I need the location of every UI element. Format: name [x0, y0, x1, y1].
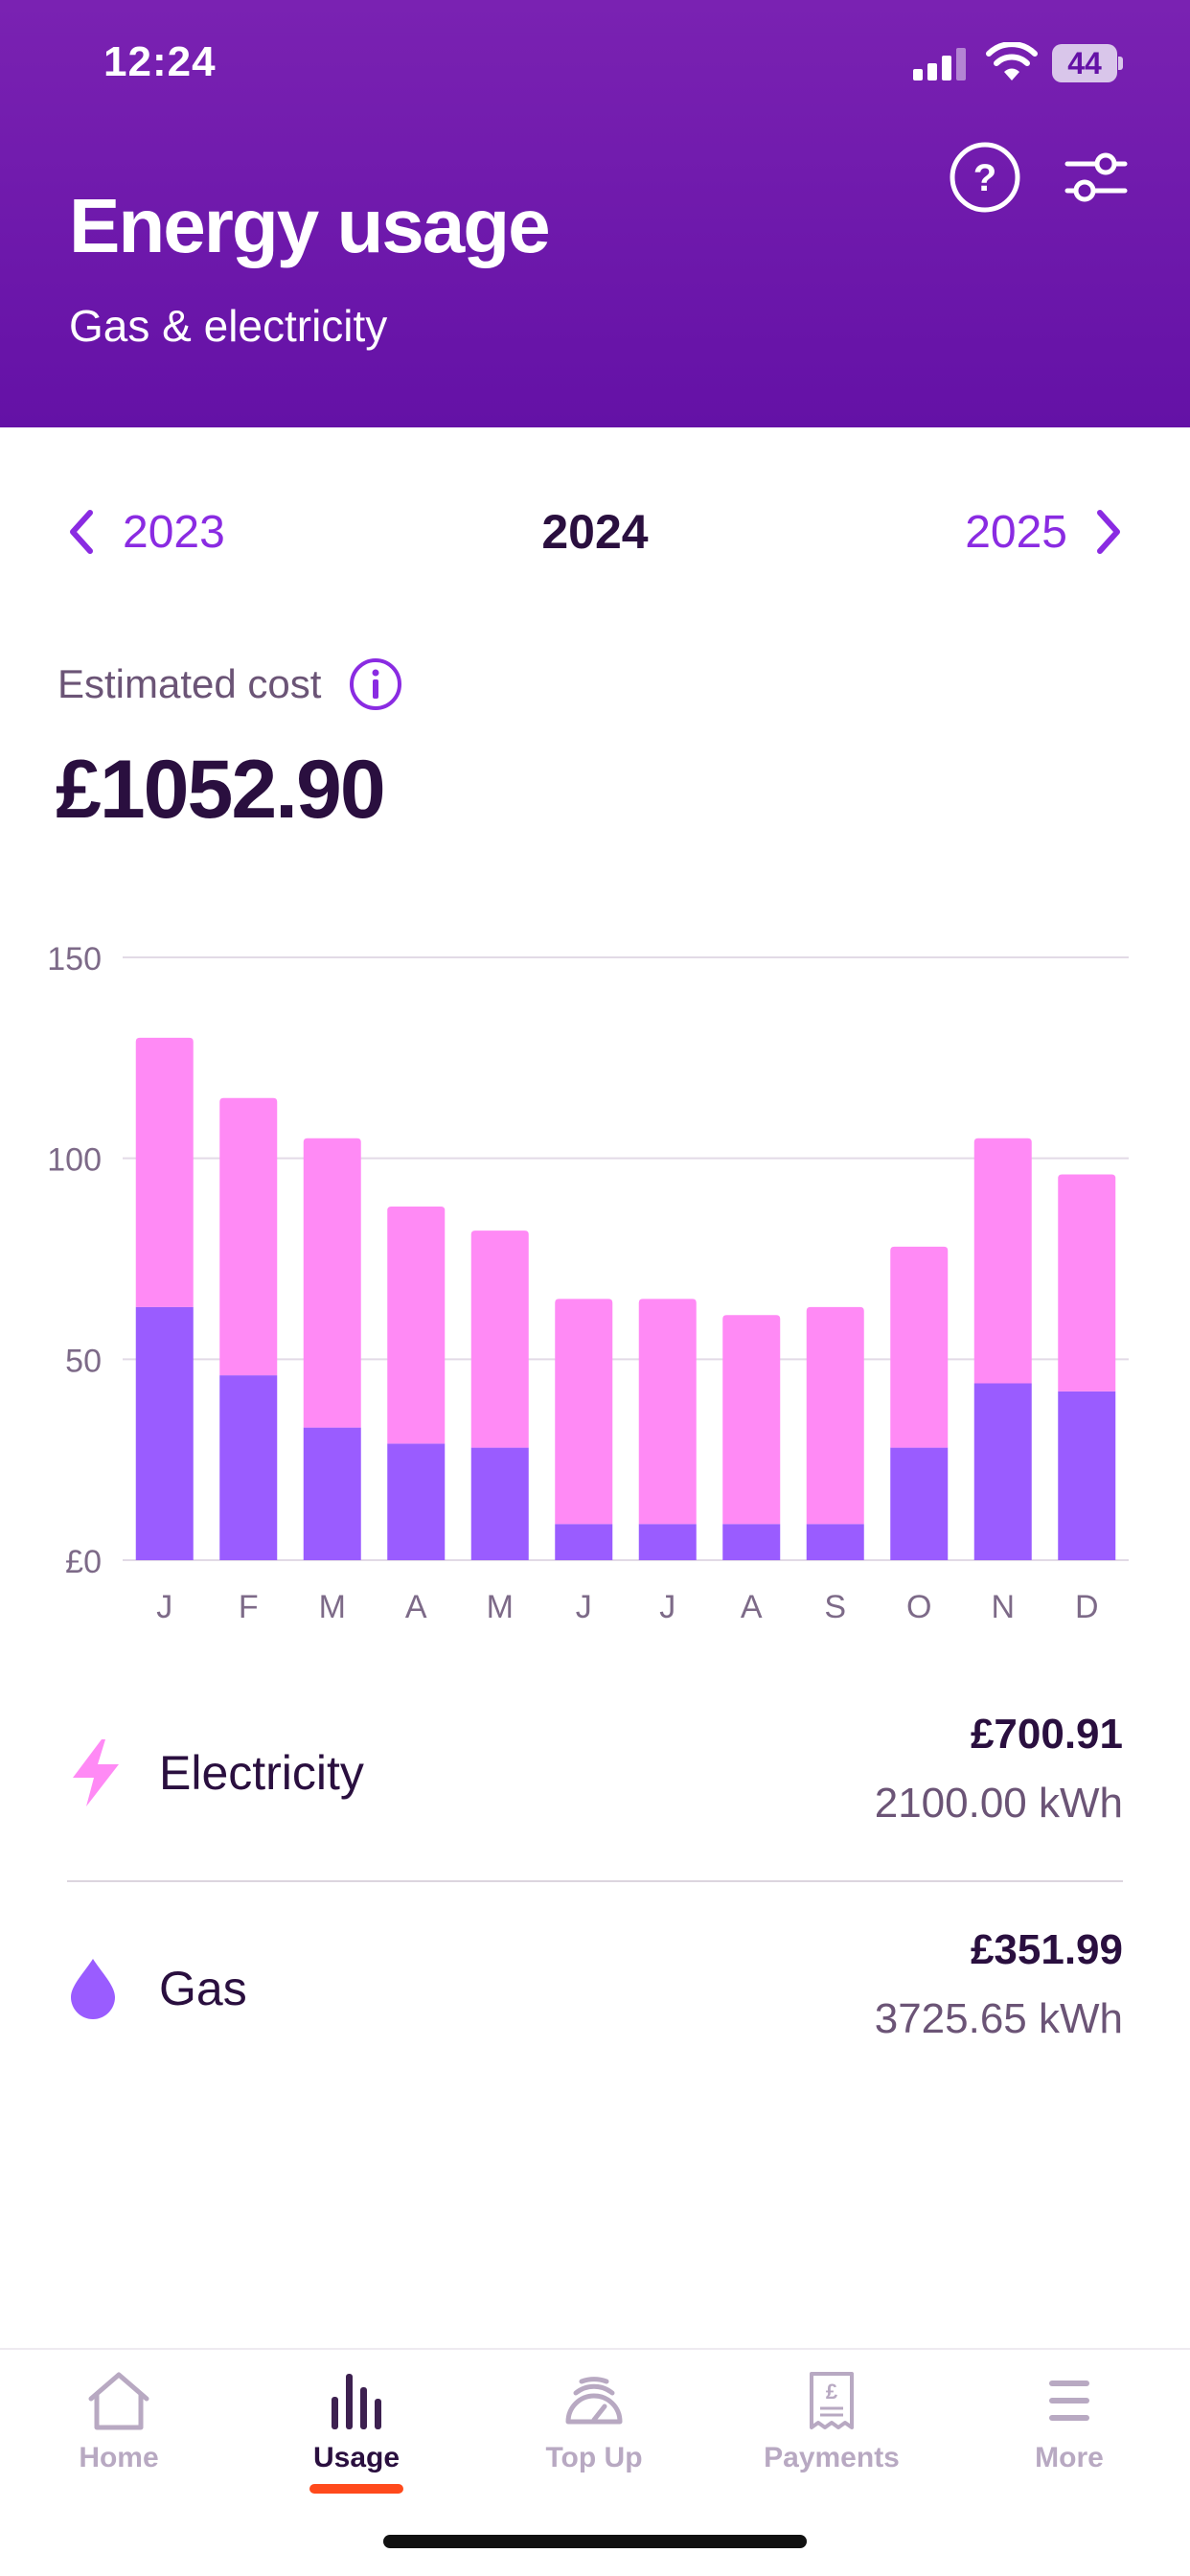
divider: [67, 1880, 1123, 1882]
tab-payments[interactable]: £ Payments: [713, 2350, 950, 2503]
bar-segment: [973, 1383, 1032, 1560]
electricity-label: Electricity: [159, 1746, 364, 1800]
estimated-cost-value: £1052.90: [56, 744, 386, 836]
gas-row[interactable]: Gas £351.99 3725.65 kWh: [67, 1907, 1123, 2070]
tab-more-label: More: [1035, 2442, 1104, 2473]
x-tick-label: N: [991, 1589, 1015, 1625]
current-year: 2024: [541, 505, 649, 559]
help-icon[interactable]: ?: [949, 141, 1021, 214]
bar-segment: [387, 1443, 446, 1560]
x-tick-label: J: [659, 1589, 675, 1625]
sliders-icon[interactable]: [1060, 141, 1133, 214]
battery-level: 44: [1067, 46, 1102, 80]
bar-segment: [973, 1138, 1032, 1384]
home-indicator: [383, 2535, 807, 2548]
x-tick-label: J: [576, 1589, 592, 1625]
electricity-amount: £700.91: [970, 1711, 1123, 1758]
bar-segment: [555, 1299, 613, 1525]
gauge-icon: [565, 2377, 623, 2425]
wifi-icon: [986, 42, 1038, 80]
tab-top-up[interactable]: Top Up: [475, 2350, 713, 2503]
estimated-cost-label: Estimated cost: [57, 661, 322, 706]
x-tick-label: D: [1075, 1589, 1099, 1625]
gas-usage: 3725.65 kWh: [874, 1995, 1123, 2042]
page-subtitle: Gas & electricity: [69, 301, 388, 351]
gas-amount: £351.99: [970, 1926, 1123, 1973]
menu-icon: [1049, 2380, 1089, 2421]
x-tick-label: M: [319, 1589, 346, 1625]
svg-text:£: £: [826, 2380, 838, 2404]
x-tick-label: A: [405, 1589, 427, 1625]
bar-chart-icon: [332, 2374, 381, 2429]
tab-home-label: Home: [79, 2442, 159, 2473]
x-tick-label: F: [239, 1589, 259, 1625]
bar-segment: [387, 1206, 446, 1444]
y-tick-label: 100: [47, 1142, 102, 1179]
gas-label: Gas: [159, 1962, 247, 2015]
estimated-cost-label-row: Estimated cost: [57, 656, 403, 712]
bar-segment: [1058, 1391, 1116, 1560]
battery-icon: 44: [1052, 44, 1123, 82]
bar-segment: [638, 1524, 697, 1560]
status-time: 12:24: [103, 38, 217, 85]
tab-more[interactable]: More: [950, 2350, 1188, 2503]
bar-segment: [890, 1246, 949, 1448]
bar-segment: [303, 1138, 361, 1428]
bar-segment: [303, 1427, 361, 1560]
bar-segment: [806, 1306, 864, 1525]
x-tick-label: S: [824, 1589, 846, 1625]
house-icon: [88, 2372, 149, 2430]
header: 12:24 44 ? Energy usage Gas & electricit…: [0, 0, 1190, 427]
page-title: Energy usage: [69, 183, 551, 268]
svg-text:?: ?: [973, 157, 996, 199]
next-year-button[interactable]: 2025: [965, 498, 1123, 565]
next-year-label: 2025: [965, 506, 1067, 558]
tab-top-up-label: Top Up: [545, 2442, 643, 2473]
year-navigation: 2023 2024 2025: [0, 498, 1190, 565]
tab-home[interactable]: Home: [0, 2350, 238, 2503]
bar-segment: [638, 1299, 697, 1525]
active-tab-indicator: [309, 2484, 403, 2494]
bar-segment: [470, 1230, 529, 1448]
electricity-row[interactable]: Electricity £700.91 2100.00 kWh: [67, 1691, 1123, 1854]
bar-segment: [806, 1524, 864, 1560]
bar-segment: [219, 1097, 278, 1376]
bar-segment: [135, 1306, 194, 1560]
bar-segment: [555, 1524, 613, 1560]
electricity-usage: 2100.00 kWh: [874, 1780, 1123, 1827]
bar-segment: [722, 1524, 781, 1560]
tab-usage[interactable]: Usage: [238, 2350, 475, 2503]
y-tick-label: 150: [47, 941, 102, 978]
bar-segment: [135, 1037, 194, 1307]
tab-usage-label: Usage: [312, 2442, 400, 2473]
x-tick-label: M: [487, 1589, 514, 1625]
bar-segment: [1058, 1174, 1116, 1392]
previous-year-button[interactable]: 2023: [67, 498, 225, 565]
chevron-left-icon: [70, 510, 93, 554]
bar-segment: [470, 1447, 529, 1560]
receipt-icon: £: [810, 2372, 854, 2429]
x-tick-label: O: [906, 1589, 931, 1625]
tab-payments-label: Payments: [764, 2442, 900, 2473]
y-tick-label: 50: [65, 1343, 102, 1379]
previous-year-label: 2023: [123, 506, 225, 558]
chevron-right-icon: [1097, 510, 1120, 554]
bar-segment: [219, 1375, 278, 1560]
x-tick-label: J: [156, 1589, 172, 1625]
lightning-icon: [73, 1739, 119, 1806]
x-tick-label: A: [741, 1589, 763, 1625]
flame-drop-icon: [71, 1959, 115, 2019]
usage-chart: £0 50 100 150 J F M A M J J A S O N D: [47, 941, 1129, 1625]
bar-segment: [890, 1447, 949, 1560]
bar-segment: [722, 1315, 781, 1525]
info-icon[interactable]: [348, 656, 403, 712]
signal-icon: [913, 48, 971, 80]
y-tick-label: £0: [65, 1544, 102, 1580]
